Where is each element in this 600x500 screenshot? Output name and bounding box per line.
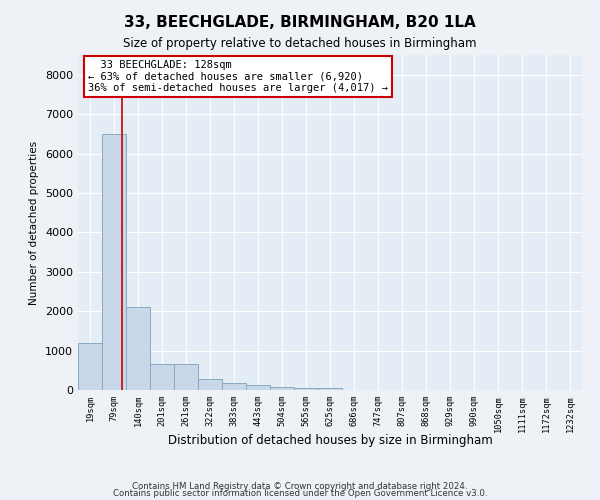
Bar bbox=[102, 134, 126, 390]
Y-axis label: Number of detached properties: Number of detached properties bbox=[29, 140, 40, 304]
Text: Contains HM Land Registry data © Crown copyright and database right 2024.: Contains HM Land Registry data © Crown c… bbox=[132, 482, 468, 491]
Bar bbox=[294, 388, 318, 390]
Text: Contains public sector information licensed under the Open Government Licence v3: Contains public sector information licen… bbox=[113, 489, 487, 498]
Text: 33, BEECHGLADE, BIRMINGHAM, B20 1LA: 33, BEECHGLADE, BIRMINGHAM, B20 1LA bbox=[124, 15, 476, 30]
Bar bbox=[270, 387, 294, 390]
X-axis label: Distribution of detached houses by size in Birmingham: Distribution of detached houses by size … bbox=[167, 434, 493, 448]
Bar bbox=[126, 307, 150, 390]
Text: Size of property relative to detached houses in Birmingham: Size of property relative to detached ho… bbox=[123, 38, 477, 51]
Text: 33 BEECHGLADE: 128sqm
← 63% of detached houses are smaller (6,920)
36% of semi-d: 33 BEECHGLADE: 128sqm ← 63% of detached … bbox=[88, 60, 388, 93]
Bar bbox=[174, 364, 198, 390]
Bar bbox=[198, 378, 222, 390]
Bar bbox=[222, 384, 246, 390]
Bar bbox=[150, 364, 174, 390]
Bar bbox=[78, 342, 102, 390]
Bar bbox=[246, 386, 270, 390]
Bar bbox=[318, 388, 342, 390]
